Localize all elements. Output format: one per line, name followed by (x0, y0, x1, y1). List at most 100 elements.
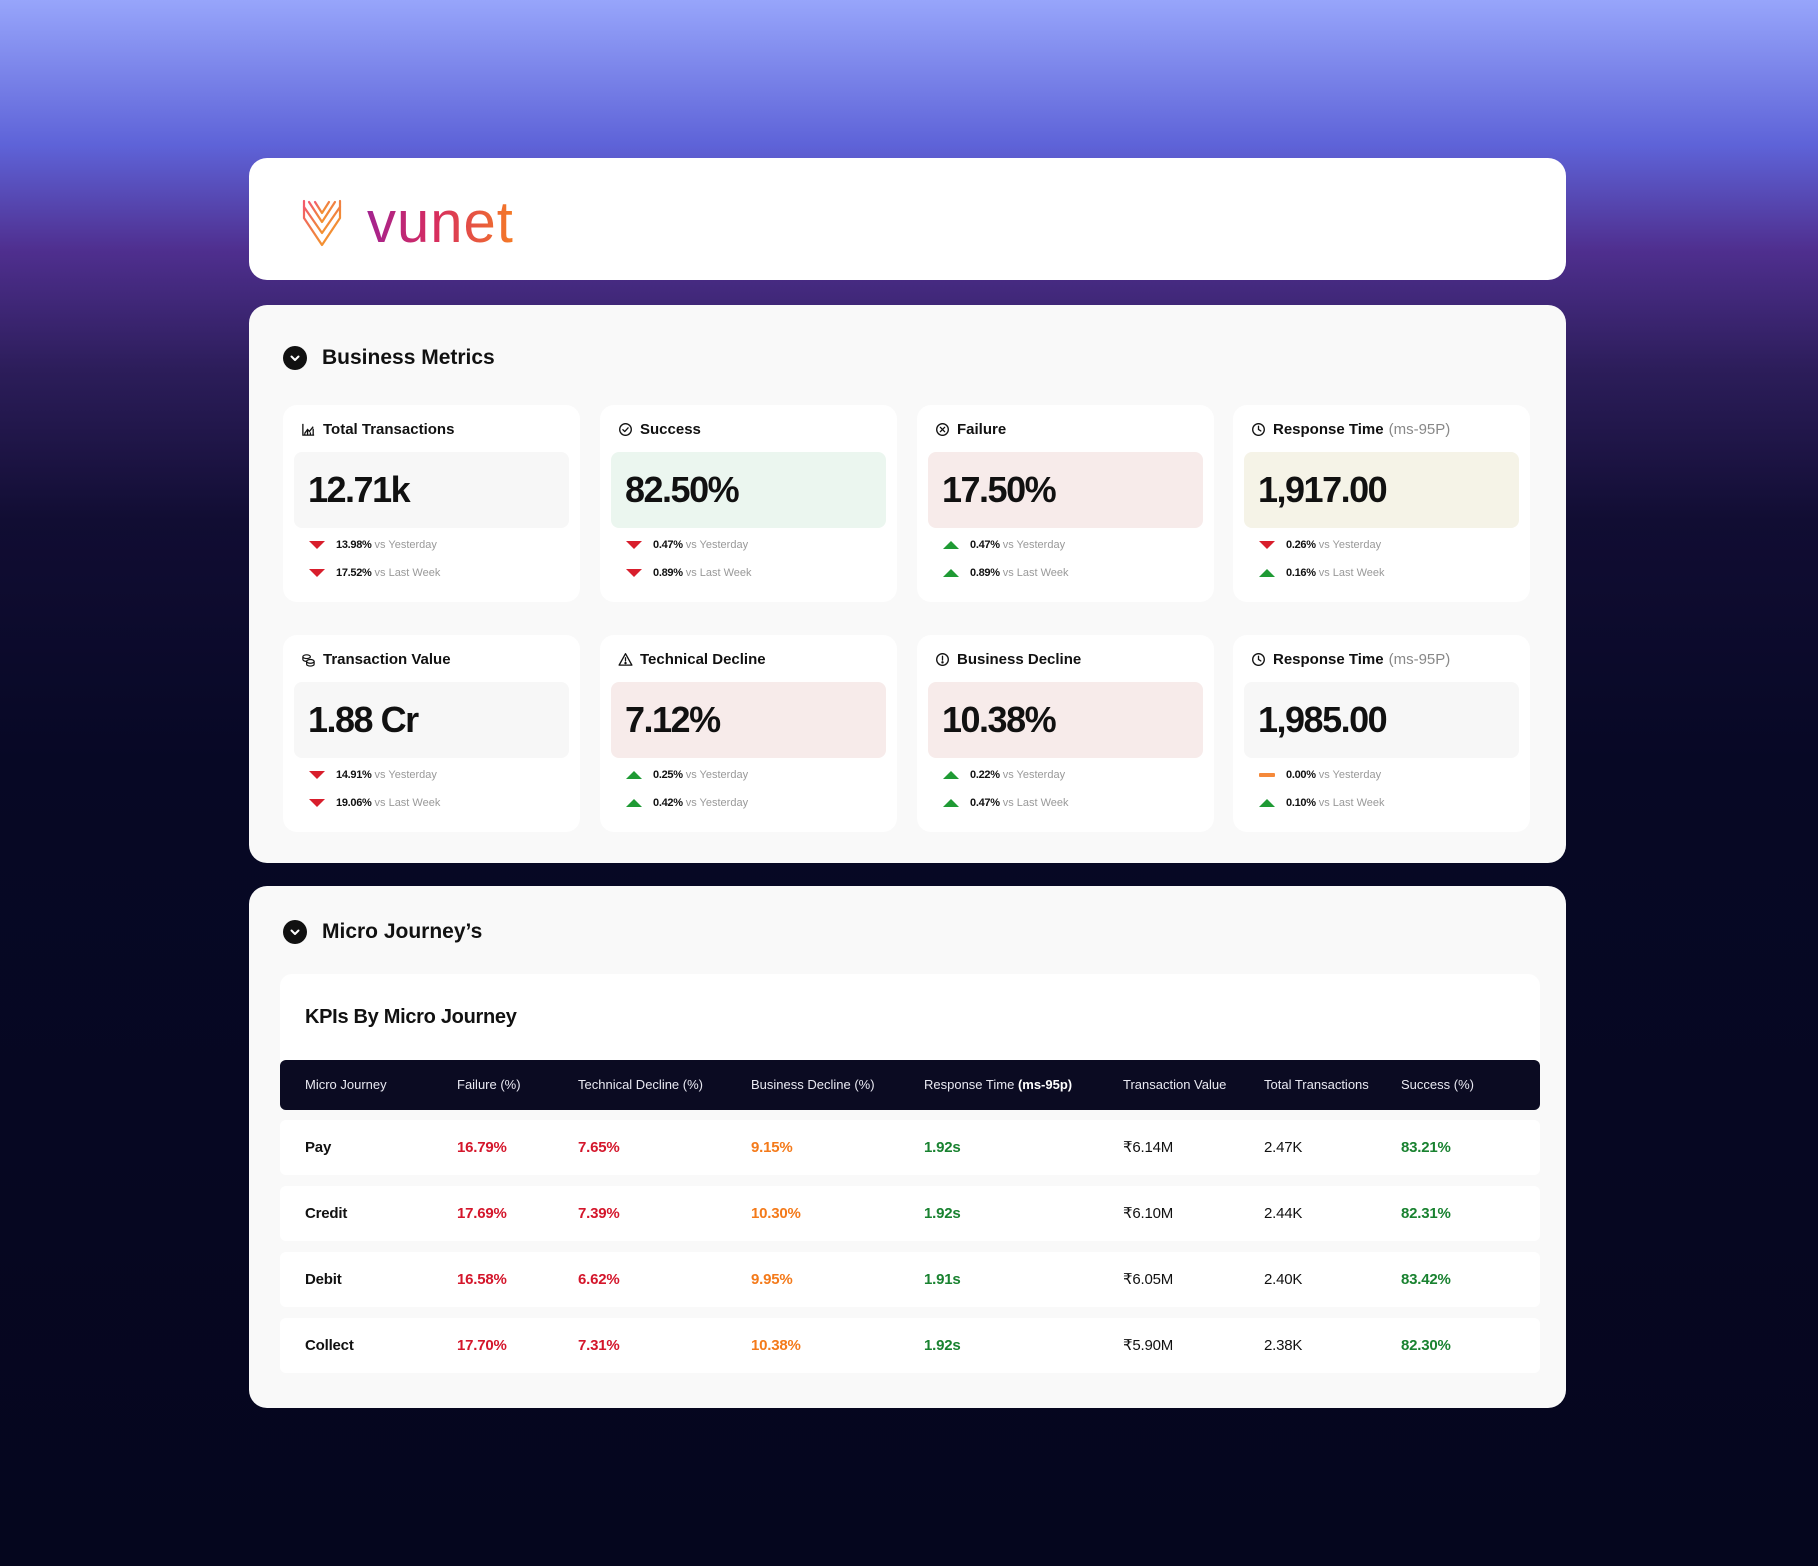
journey-name: Credit (305, 1205, 348, 1222)
delta-label: vs Yesterday (1318, 769, 1382, 781)
table-column-headers: Micro Journey Failure (%) Technical Declin… (280, 1060, 1540, 1110)
column-header[interactable]: Micro Journey (305, 1060, 387, 1110)
delta-percent: 0.22% (970, 769, 1000, 781)
delta-label: vs Last Week (374, 567, 441, 579)
column-header[interactable]: Response Time (ms-95p) (924, 1060, 1072, 1110)
column-header[interactable]: Success (%) (1401, 1060, 1474, 1110)
column-header[interactable]: Business Decline (%) (751, 1060, 875, 1110)
metric-delta: 0.25% vs Yesterday (625, 769, 748, 781)
delta-percent: 13.98% (336, 539, 372, 551)
kpi-table: KPIs By Micro Journey Micro Journey Failu… (280, 974, 1540, 1379)
metric-value: 17.50% (942, 469, 1057, 510)
cell-failure: 16.79% (457, 1139, 507, 1156)
cell-value: ₹6.10M (1123, 1205, 1174, 1222)
clock-icon (1251, 652, 1267, 668)
metric-card[interactable]: Response Time (ms-95P) 1,985.00 0.00% vs Yes… (1233, 635, 1530, 832)
cell-business: 9.15% (751, 1139, 793, 1156)
business-metrics-panel: Business Metrics Total Transactions 12.71… (249, 305, 1566, 863)
metric-value-box: 1,985.00 (1244, 682, 1519, 758)
metric-delta: 19.06% vs Last Week (308, 797, 440, 809)
metric-value: 10.38% (942, 699, 1057, 740)
business-metrics-header[interactable]: Business Metrics (283, 346, 495, 370)
delta-percent: 0.10% (1286, 797, 1316, 809)
delta-percent: 0.26% (1286, 539, 1316, 551)
micro-journeys-panel: Micro Journey’s KPIs By Micro Journey Mi… (249, 886, 1566, 1408)
chevron-down-icon[interactable] (283, 920, 307, 944)
table-row[interactable]: Pay 16.79% 7.65% 9.15% 1.92s ₹6.14M 2.47K 83.21… (280, 1120, 1540, 1175)
cell-success: 82.31% (1401, 1205, 1451, 1222)
arrow-up-icon (1258, 568, 1276, 578)
metric-delta: 0.47% vs Yesterday (625, 539, 748, 551)
metric-value-box: 10.38% (928, 682, 1203, 758)
table-row[interactable]: Credit 17.69% 7.39% 10.30% 1.92s ₹6.10M 2.44K 8… (280, 1186, 1540, 1241)
metric-delta: 17.52% vs Last Week (308, 567, 440, 579)
cell-business: 9.95% (751, 1271, 793, 1288)
metric-label: Technical Decline (640, 651, 766, 668)
delta-label: vs Yesterday (1318, 539, 1382, 551)
column-header[interactable]: Failure (%) (457, 1060, 521, 1110)
cell-business: 10.30% (751, 1205, 801, 1222)
metric-card[interactable]: Success 82.50% 0.47% vs Yesterday 0.89% vs La… (600, 405, 897, 602)
delta-label: vs Last Week (685, 567, 752, 579)
metric-label: Success (640, 421, 701, 438)
column-header[interactable]: Technical Decline (%) (578, 1060, 703, 1110)
micro-journeys-header[interactable]: Micro Journey’s (283, 920, 482, 944)
metric-card[interactable]: Business Decline 10.38% 0.22% vs Yesterday 0… (917, 635, 1214, 832)
cell-value: ₹5.90M (1123, 1337, 1174, 1354)
arrow-down-icon (308, 568, 326, 578)
delta-label: vs Yesterday (685, 769, 749, 781)
metric-card[interactable]: Total Transactions 12.71k 13.98% vs Yesterd… (283, 405, 580, 602)
delta-percent: 0.16% (1286, 567, 1316, 579)
metric-title: Technical Decline (618, 651, 766, 668)
cell-technical: 7.31% (578, 1337, 620, 1354)
delta-percent: 0.47% (970, 797, 1000, 809)
table-row[interactable]: Debit 16.58% 6.62% 9.95% 1.91s ₹6.05M 2.40K 83.… (280, 1252, 1540, 1307)
cell-success: 83.21% (1401, 1139, 1451, 1156)
metric-card[interactable]: Failure 17.50% 0.47% vs Yesterday 0.89% vs La… (917, 405, 1214, 602)
delta-label: vs Last Week (1002, 567, 1069, 579)
cell-success: 83.42% (1401, 1271, 1451, 1288)
metric-delta: 0.89% vs Last Week (942, 567, 1069, 579)
delta-label: vs Yesterday (374, 539, 437, 551)
arrow-up-icon (1258, 798, 1276, 808)
metric-unit: (ms-95P) (1388, 421, 1451, 438)
metric-value: 1,985.00 (1258, 699, 1388, 740)
vunet-logo[interactable]: vunet (301, 194, 514, 252)
delta-label: vs Last Week (1318, 797, 1385, 809)
column-label: Failure (%) (457, 1077, 521, 1092)
metric-value: 7.12% (625, 699, 721, 740)
metric-title: Response Time (ms-95P) (1251, 421, 1450, 438)
chevron-down-icon[interactable] (283, 346, 307, 370)
metric-card[interactable]: Technical Decline 7.12% 0.25% vs Yesterday 0… (600, 635, 897, 832)
delta-label: vs Last Week (1002, 797, 1069, 809)
column-header[interactable]: Total Transactions (1264, 1060, 1369, 1110)
cell-failure: 16.58% (457, 1271, 507, 1288)
delta-percent: 14.91% (336, 769, 372, 781)
arrow-up-icon (942, 798, 960, 808)
arrow-up-icon (942, 568, 960, 578)
table-title: KPIs By Micro Journey (305, 1006, 517, 1028)
cell-business: 10.38% (751, 1337, 801, 1354)
metric-delta: 0.42% vs Yesterday (625, 797, 748, 809)
column-label: Technical Decline (%) (578, 1077, 703, 1092)
delta-percent: 0.42% (653, 797, 683, 809)
metric-label: Response Time (1273, 651, 1384, 668)
cell-total: 2.38K (1264, 1337, 1303, 1354)
column-header[interactable]: Transaction Value (1123, 1060, 1226, 1110)
arrow-down-icon (308, 798, 326, 808)
metric-delta: 14.91% vs Yesterday (308, 769, 437, 781)
x-circle-icon (935, 422, 951, 438)
delta-label: vs Yesterday (1002, 539, 1066, 551)
cell-value: ₹6.14M (1123, 1139, 1174, 1156)
metric-label: Transaction Value (323, 651, 451, 668)
metric-value-box: 1.88 Cr (294, 682, 569, 758)
column-label: Transaction Value (1123, 1077, 1227, 1092)
warning-icon (618, 652, 634, 668)
delta-percent: 0.89% (970, 567, 1000, 579)
vunet-logo-mark-icon (302, 199, 342, 247)
metric-card[interactable]: Transaction Value 1.88 Cr 14.91% vs Yesterd… (283, 635, 580, 832)
arrow-up-icon (625, 798, 643, 808)
metric-title: Success (618, 421, 701, 438)
metric-card[interactable]: Response Time (ms-95P) 1,917.00 0.26% vs Yes… (1233, 405, 1530, 602)
table-row[interactable]: Collect 17.70% 7.31% 10.38% 1.92s ₹5.90M 2.38K… (280, 1318, 1540, 1373)
